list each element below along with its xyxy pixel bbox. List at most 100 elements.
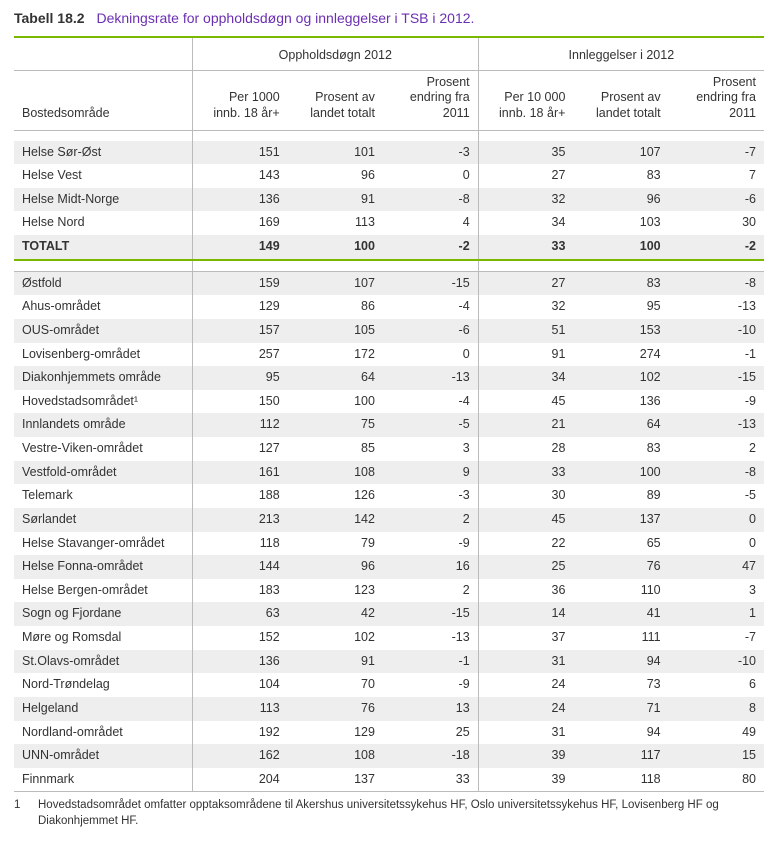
cell: 91 <box>478 343 573 367</box>
cell: -4 <box>383 390 478 414</box>
table-row: Telemark188126-33089-5 <box>14 484 764 508</box>
cell: 34 <box>478 211 573 235</box>
cell: -9 <box>383 532 478 556</box>
cell: 14 <box>478 602 573 626</box>
cell: -2 <box>383 235 478 260</box>
row-label: Helse Stavanger-området <box>14 532 192 556</box>
cell: 36 <box>478 579 573 603</box>
footnote-number: 1 <box>14 798 26 829</box>
cell: 94 <box>573 650 668 674</box>
cell: 153 <box>573 319 668 343</box>
table-row: Helse Fonna-området1449616257647 <box>14 555 764 579</box>
cell: -1 <box>669 343 764 367</box>
cell: 118 <box>573 768 668 792</box>
cell: 79 <box>288 532 383 556</box>
cell: 95 <box>573 295 668 319</box>
col-b2: Prosent av landet totalt <box>573 70 668 130</box>
col-a3: Prosent endring fra 2011 <box>383 70 478 130</box>
cell: 33 <box>478 461 573 485</box>
row-label: UNN-området <box>14 744 192 768</box>
cell: 112 <box>192 413 287 437</box>
cell: -2 <box>669 235 764 260</box>
cell: 39 <box>478 768 573 792</box>
cell: 86 <box>288 295 383 319</box>
cell: 108 <box>288 744 383 768</box>
table-row: Diakonhjemmets område9564-1334102-15 <box>14 366 764 390</box>
cell: 96 <box>573 188 668 212</box>
cell: -10 <box>669 319 764 343</box>
cell: 33 <box>383 768 478 792</box>
cell: 71 <box>573 697 668 721</box>
table-row: Helse Nord16911343410330 <box>14 211 764 235</box>
cell: 3 <box>669 579 764 603</box>
cell: 159 <box>192 271 287 295</box>
cell: 16 <box>383 555 478 579</box>
cell: 21 <box>478 413 573 437</box>
col-b3: Prosent endring fra 2011 <box>669 70 764 130</box>
table-row: Lovisenberg-området257172091274-1 <box>14 343 764 367</box>
table-row: Vestfold-området161108933100-8 <box>14 461 764 485</box>
column-group-row: Oppholdsdøgn 2012 Innleggelser i 2012 <box>14 37 764 70</box>
cell: 63 <box>192 602 287 626</box>
cell: 129 <box>192 295 287 319</box>
cell: 150 <box>192 390 287 414</box>
cell: 100 <box>573 235 668 260</box>
row-label: OUS-området <box>14 319 192 343</box>
cell: 32 <box>478 295 573 319</box>
cell: -7 <box>669 141 764 165</box>
row-label: Helse Sør-Øst <box>14 141 192 165</box>
row-label: Lovisenberg-området <box>14 343 192 367</box>
cell: 6 <box>669 673 764 697</box>
row-label: Vestfold-området <box>14 461 192 485</box>
cell: 0 <box>383 343 478 367</box>
col-a1: Per 1000 innb. 18 år+ <box>192 70 287 130</box>
cell: 142 <box>288 508 383 532</box>
cell: 137 <box>573 508 668 532</box>
cell: 76 <box>288 697 383 721</box>
row-label: Helse Vest <box>14 164 192 188</box>
cell: -8 <box>669 271 764 295</box>
cell: -15 <box>383 602 478 626</box>
cell: -3 <box>383 141 478 165</box>
table-row: Finnmark204137333911880 <box>14 768 764 792</box>
table-row: Helse Vest14396027837 <box>14 164 764 188</box>
cell: -4 <box>383 295 478 319</box>
cell: -13 <box>383 366 478 390</box>
cell: 64 <box>573 413 668 437</box>
cell: 24 <box>478 673 573 697</box>
cell: 83 <box>573 437 668 461</box>
cell: 113 <box>192 697 287 721</box>
cell: 75 <box>288 413 383 437</box>
cell: 144 <box>192 555 287 579</box>
cell: 127 <box>192 437 287 461</box>
col-b1: Per 10 000 innb. 18 år+ <box>478 70 573 130</box>
cell: 143 <box>192 164 287 188</box>
cell: 136 <box>573 390 668 414</box>
cell: 108 <box>288 461 383 485</box>
cell: 111 <box>573 626 668 650</box>
cell: 2 <box>383 579 478 603</box>
cell: 42 <box>288 602 383 626</box>
cell: 89 <box>573 484 668 508</box>
cell: 136 <box>192 650 287 674</box>
cell: 100 <box>288 390 383 414</box>
cell: 136 <box>192 188 287 212</box>
cell: -15 <box>383 271 478 295</box>
cell: 104 <box>192 673 287 697</box>
cell: 31 <box>478 650 573 674</box>
table-row: Sogn og Fjordane6342-1514411 <box>14 602 764 626</box>
cell: -5 <box>383 413 478 437</box>
cell: 76 <box>573 555 668 579</box>
cell: 25 <box>478 555 573 579</box>
row-label: Hovedstadsområdet¹ <box>14 390 192 414</box>
cell: 100 <box>573 461 668 485</box>
footnote-text: Hovedstadsområdet omfatter opptaksområde… <box>38 798 764 829</box>
cell: 65 <box>573 532 668 556</box>
table-row: St.Olavs-området13691-13194-10 <box>14 650 764 674</box>
cell: 213 <box>192 508 287 532</box>
cell: 100 <box>288 235 383 260</box>
cell: -9 <box>669 390 764 414</box>
col-a2: Prosent av landet totalt <box>288 70 383 130</box>
col-group-a: Oppholdsdøgn 2012 <box>192 37 478 70</box>
table-row: Sørlandet2131422451370 <box>14 508 764 532</box>
